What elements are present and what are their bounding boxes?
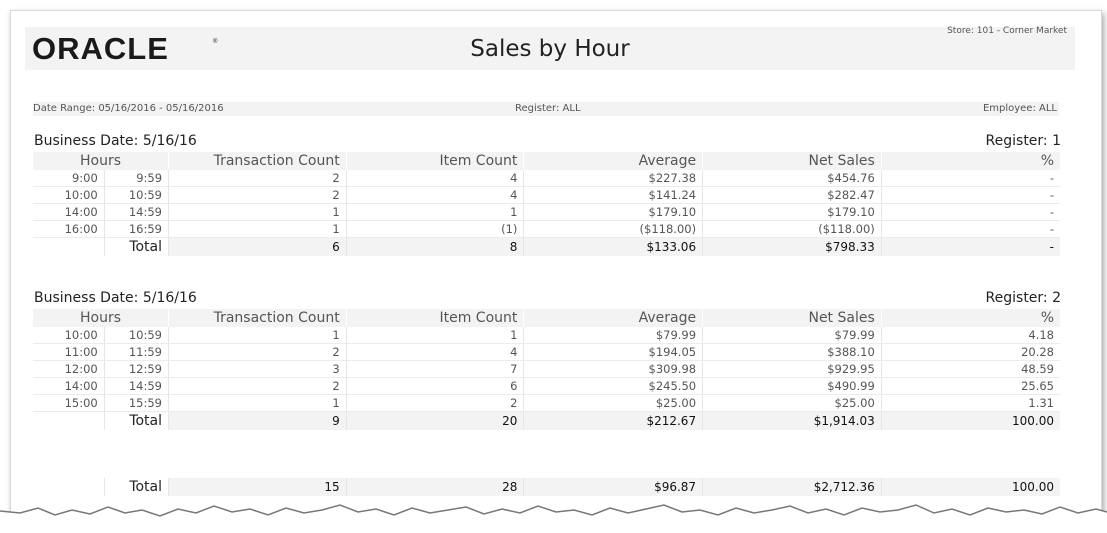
col-hours: Hours xyxy=(33,309,169,327)
section-1-total-row: Total 6 8 $133.06 $798.33 - xyxy=(33,237,1060,256)
table-row: 11:00 11:59 2 4 $194.05 $388.10 20.28 xyxy=(33,343,1060,361)
table-row: 12:00 12:59 3 7 $309.98 $929.95 48.59 xyxy=(33,360,1060,378)
section-2-business-date: Business Date: 5/16/16 xyxy=(34,290,197,306)
register-filter: Register: ALL xyxy=(515,103,581,114)
report-title: Sales by Hour xyxy=(470,36,630,62)
table-row: 10:00 10:59 2 4 $141.24 $282.47 - xyxy=(33,186,1060,204)
table-row: 15:00 15:59 1 2 $25.00 $25.00 1.31 xyxy=(33,394,1060,412)
col-item-count: Item Count xyxy=(345,152,524,170)
col-net-sales: Net Sales xyxy=(702,152,882,170)
col-percent: % xyxy=(880,309,1060,327)
section-1-table: Hours Transaction Count Item Count Avera… xyxy=(33,152,1060,256)
report-sheet xyxy=(10,10,1102,517)
col-transaction-count: Transaction Count xyxy=(168,309,347,327)
oracle-logo: ORACLE ® xyxy=(32,32,218,64)
col-transaction-count: Transaction Count xyxy=(168,152,347,170)
table-row: 10:00 10:59 1 1 $79.99 $79.99 4.18 xyxy=(33,327,1060,344)
section-2-register: Register: 2 xyxy=(985,290,1061,306)
table-row: 16:00 16:59 1 (1) ($118.00) ($118.00) - xyxy=(33,220,1060,238)
col-average: Average xyxy=(523,309,703,327)
table-row: 14:00 14:59 1 1 $179.10 $179.10 - xyxy=(33,203,1060,221)
col-hours: Hours xyxy=(33,152,169,170)
col-percent: % xyxy=(880,152,1060,170)
col-item-count: Item Count xyxy=(345,309,524,327)
col-average: Average xyxy=(523,152,703,170)
section-1-register: Register: 1 xyxy=(985,133,1061,149)
store-label: Store: 101 - Corner Market xyxy=(947,26,1067,36)
col-net-sales: Net Sales xyxy=(702,309,882,327)
grand-total-row: Total 15 28 $96.87 $2,712.36 100.00 xyxy=(33,478,1060,496)
report-header xyxy=(25,27,1075,70)
table-header-row: Hours Transaction Count Item Count Avera… xyxy=(33,152,1060,170)
torn-edge xyxy=(0,504,1107,533)
table-row: 9:00 9:59 2 4 $227.38 $454.76 - xyxy=(33,170,1060,187)
employee-filter: Employee: ALL xyxy=(982,103,1057,114)
date-range: Date Range: 05/16/2016 - 05/16/2016 xyxy=(33,103,224,114)
section-1-business-date: Business Date: 5/16/16 xyxy=(34,133,197,149)
section-2-total-row: Total 9 20 $212.67 $1,914.03 100.00 xyxy=(33,411,1060,430)
report-parameters: Date Range: 05/16/2016 - 05/16/2016 Regi… xyxy=(33,102,1059,116)
grand-total-table: Total 15 28 $96.87 $2,712.36 100.00 xyxy=(33,478,1060,496)
svg-text:ORACLE: ORACLE xyxy=(32,32,169,64)
section-2-table: Hours Transaction Count Item Count Avera… xyxy=(33,309,1060,430)
table-header-row: Hours Transaction Count Item Count Avera… xyxy=(33,309,1060,327)
table-row: 14:00 14:59 2 6 $245.50 $490.99 25.65 xyxy=(33,377,1060,395)
svg-text:®: ® xyxy=(213,38,218,45)
